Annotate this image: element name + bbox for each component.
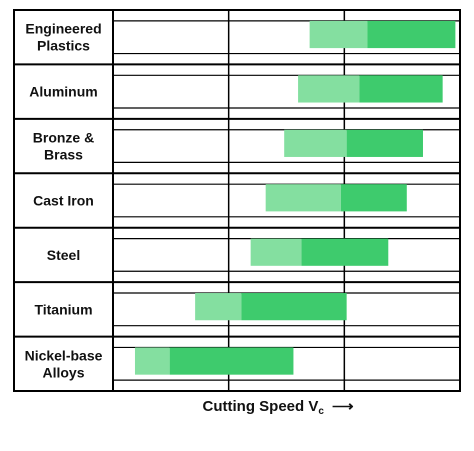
category-label: Bronze & Brass (33, 130, 94, 163)
category-label: Steel (47, 247, 80, 263)
bar-light-range (250, 238, 302, 266)
category-label-line: Nickel-base (25, 347, 103, 363)
category-label: Aluminum (29, 84, 97, 100)
bar-dark-range (340, 184, 407, 212)
category-label: Engineered Plastics (25, 21, 101, 54)
category-label-line: Bronze & (33, 130, 94, 146)
category-label: Titanium (34, 301, 92, 317)
bar-dark-range (241, 293, 347, 321)
category-label-line: Alloys (42, 364, 84, 380)
bar-light-range (298, 75, 360, 103)
bar-light-range (309, 20, 368, 49)
bar-dark-range (367, 20, 456, 49)
bars (134, 20, 456, 375)
category-label: Cast Iron (33, 193, 94, 209)
bar-light-range (195, 293, 242, 321)
chart-frame (13, 9, 461, 392)
category-label-line: Titanium (34, 301, 92, 317)
bar-dark-range (346, 129, 423, 157)
bar-dark-range (301, 238, 389, 266)
bar-light-range (134, 347, 170, 375)
category-label-line: Engineered (25, 21, 101, 37)
category-label-line: Brass (44, 147, 83, 163)
x-axis-label: Cutting Speed Vc ⟶ (203, 398, 354, 417)
bar-dark-range (359, 75, 443, 103)
category-labels: Engineered Plastics Aluminum Bronze & Brass C… (25, 21, 103, 381)
category-label-line: Steel (47, 247, 80, 263)
category-label: Nickel-base Alloys (25, 347, 103, 380)
category-label-line: Aluminum (29, 84, 97, 100)
bar-light-range (265, 184, 341, 212)
bar-light-range (284, 129, 347, 157)
category-label-line: Plastics (37, 38, 90, 54)
bar-dark-range (169, 347, 294, 375)
category-label-line: Cast Iron (33, 193, 94, 209)
